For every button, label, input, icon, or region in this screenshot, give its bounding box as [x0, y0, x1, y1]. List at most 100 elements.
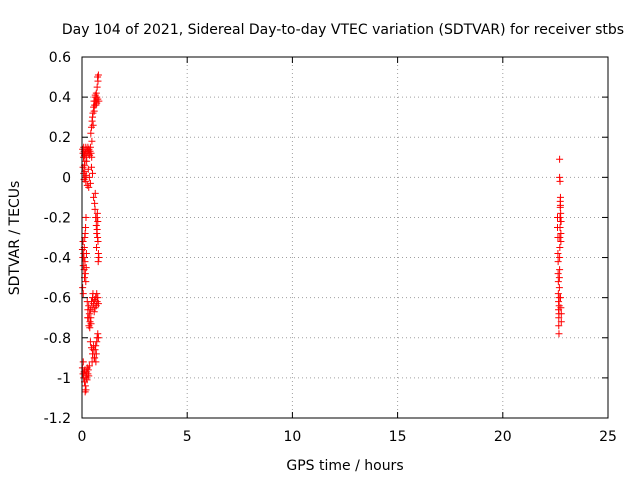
data-point	[94, 330, 102, 338]
data-point	[90, 354, 98, 362]
data-point	[93, 290, 101, 298]
data-point	[94, 294, 102, 302]
data-point	[79, 358, 87, 366]
data-point	[93, 244, 101, 252]
data-point	[86, 179, 94, 187]
data-point	[86, 324, 94, 332]
x-tick-label: 20	[494, 429, 512, 445]
data-point	[82, 386, 90, 394]
data-point	[81, 382, 89, 390]
data-point	[79, 238, 87, 246]
data-point	[92, 101, 100, 109]
data-point	[557, 217, 565, 225]
data-point	[83, 157, 91, 165]
data-point	[556, 294, 564, 302]
y-tick-label: -0.6	[44, 291, 71, 307]
data-point	[91, 91, 99, 99]
data-point	[94, 258, 102, 266]
data-point	[89, 169, 97, 177]
data-point	[91, 189, 99, 197]
data-point	[94, 95, 102, 103]
data-point	[84, 366, 92, 374]
data-point	[557, 310, 565, 318]
data-point	[89, 346, 97, 354]
data-point	[554, 270, 562, 278]
data-point	[93, 213, 101, 221]
data-point	[85, 173, 93, 181]
data-point	[79, 290, 87, 298]
data-point	[81, 270, 89, 278]
data-point	[94, 77, 102, 85]
y-axis-label: SDTVAR / TECUs	[7, 181, 23, 296]
data-point	[86, 143, 94, 151]
x-tick-label: 0	[78, 429, 87, 445]
data-point	[95, 254, 103, 262]
data-point	[85, 372, 93, 380]
data-point	[85, 183, 93, 191]
data-point	[83, 376, 91, 384]
data-point	[91, 199, 99, 207]
y-tick-label: 0.2	[49, 130, 71, 146]
data-points	[78, 71, 565, 396]
data-point	[555, 298, 563, 306]
data-point	[90, 308, 98, 316]
data-point	[556, 244, 564, 252]
data-point	[556, 234, 564, 241]
data-point	[557, 304, 565, 312]
data-point	[555, 322, 563, 330]
data-point	[87, 320, 95, 328]
data-point	[556, 266, 564, 274]
data-point	[557, 238, 565, 246]
data-point	[85, 310, 93, 318]
plot-frame	[81, 56, 609, 419]
data-point	[94, 71, 102, 79]
y-tick-label: -1	[57, 371, 71, 387]
axis-ticks: 0 5 10 15 20 25 -1.2 -1 -0.8 -0.6 -0.4 -0.2 0 0.2 0.4 0…	[44, 50, 617, 445]
data-point	[556, 213, 564, 221]
y-tick-label: -1.2	[44, 411, 71, 427]
x-axis-label: GPS time / hours	[286, 458, 403, 474]
y-tick-label: -0.8	[44, 331, 71, 347]
data-point	[554, 258, 562, 266]
data-point	[556, 223, 564, 231]
x-tick-label: 5	[183, 429, 192, 445]
data-point	[556, 177, 564, 185]
data-point	[88, 153, 96, 161]
data-point	[94, 300, 102, 308]
y-tick-label: 0.4	[49, 90, 71, 106]
x-tick-label: 25	[599, 429, 617, 445]
data-point	[94, 334, 102, 342]
grid-lines	[82, 57, 608, 418]
data-point	[82, 177, 90, 185]
data-point	[556, 201, 564, 209]
data-point	[93, 83, 101, 91]
data-point	[87, 149, 95, 157]
data-point	[93, 225, 101, 233]
data-point	[82, 278, 90, 286]
data-point	[81, 229, 89, 237]
data-point	[554, 278, 562, 286]
data-point	[82, 250, 90, 258]
data-point	[82, 223, 90, 231]
data-point	[555, 274, 563, 282]
data-point	[85, 362, 93, 370]
x-tick-label: 10	[283, 429, 301, 445]
data-point	[555, 284, 563, 292]
data-point	[557, 209, 565, 217]
data-point	[92, 350, 100, 358]
data-point	[557, 229, 565, 237]
data-point	[84, 314, 92, 322]
data-point	[87, 163, 95, 171]
data-point	[556, 254, 564, 262]
data-point	[556, 155, 564, 163]
chart-title: Day 104 of 2021, Sidereal Day-to-day VTE…	[62, 22, 624, 38]
data-point	[92, 342, 100, 350]
data-point	[557, 318, 565, 326]
data-point	[79, 284, 87, 292]
y-tick-label: 0.6	[49, 50, 71, 66]
data-point	[90, 107, 98, 115]
data-point	[82, 213, 90, 221]
data-point	[87, 129, 95, 137]
data-point	[92, 358, 100, 366]
